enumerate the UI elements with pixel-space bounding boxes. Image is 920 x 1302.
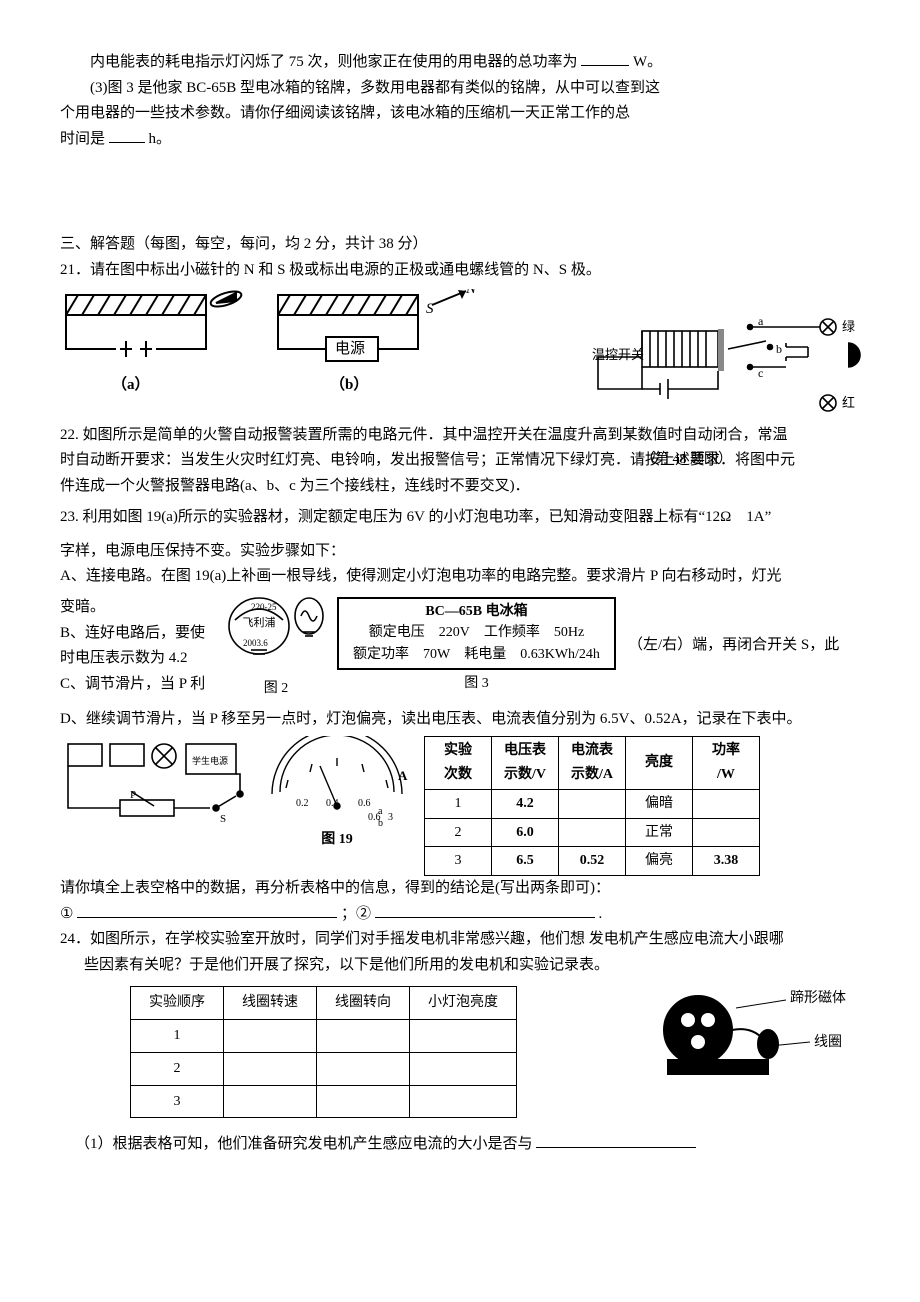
- table-q24: 实验顺序线圈转速线圈转向小灯泡亮度 1 2 3: [130, 986, 517, 1118]
- table-row: 36.5 0.52偏亮3.38: [425, 847, 760, 876]
- bulb-icon: 飞利浦 220-25 2003.6: [221, 592, 331, 666]
- svg-text:b: b: [378, 818, 383, 826]
- intro-line-3: 个用电器的一些技术参数。请你仔细阅读该铭牌，该电冰箱的压缩机一天正常工作的总: [60, 101, 860, 127]
- sn-s: S: [426, 301, 434, 317]
- svg-text:0.2: 0.2: [296, 798, 309, 809]
- q23-A2: 变暗。: [60, 595, 215, 621]
- nameplate-box: BC—65B 电冰箱 额定电压 220V 工作频率 50Hz 额定功率 70W …: [337, 597, 616, 670]
- intro-line-2: (3)图 3 是他家 BC-65B 型电冰箱的铭牌，多数用电器都有类似的铭牌，从…: [60, 76, 860, 102]
- svg-text:a: a: [378, 806, 383, 817]
- np-row2: 额定功率 70W 耗电量 0.63KWh/24h: [353, 644, 600, 666]
- intro-line4-post: h。: [149, 131, 172, 147]
- table-row: 实验顺序线圈转速线圈转向小灯泡亮度: [131, 987, 517, 1020]
- bulb-spec: 220-25: [251, 602, 277, 612]
- q22-overlay: （第 48 题图）: [641, 448, 732, 472]
- fig3-label: 图 3: [337, 672, 616, 696]
- q22-red: 红: [842, 395, 855, 410]
- q21-text: 21．请在图中标出小磁针的 N 和 S 极或标出电源的正极或通电螺线管的 N、S…: [60, 258, 860, 284]
- q22-wk: 温控开关: [592, 347, 644, 362]
- q23-C: C、调节滑片，当 P 利: [60, 672, 215, 698]
- fig19-label: 图 19: [262, 828, 412, 852]
- intro-line1-pre: 内电能表的耗电指示灯闪烁了 75 次，则他家正在使用的用电器的总功率为: [90, 54, 578, 70]
- fig-b-box-label: 电源: [335, 340, 365, 357]
- q23-c1-label: ①: [60, 906, 73, 922]
- svg-text:3: 3: [388, 812, 393, 823]
- np-r1b: 工作频率 50Hz: [484, 625, 584, 640]
- intro-line-4: 时间是 h。: [60, 127, 860, 153]
- fig2-label: 图 2: [221, 677, 331, 701]
- intro-line-1: 内电能表的耗电指示灯闪烁了 75 次，则他家正在使用的用电器的总功率为 W。: [60, 50, 860, 76]
- q23-blank2[interactable]: [375, 902, 595, 918]
- q23-B1: B、连好电路后，要使: [60, 621, 215, 647]
- q23-A1: A、连接电路。在图 19(a)上补画一根导线，使得测定小灯泡电功率的电路完整。要…: [60, 564, 860, 590]
- intro-line4-pre: 时间是: [60, 131, 105, 147]
- q23-c-end: .: [598, 906, 602, 922]
- nameplate-row: 变暗。 B、连好电路后，要使 时电压表示数为 4.2 C、调节滑片，当 P 利 …: [60, 592, 860, 701]
- q22-b: b: [776, 342, 782, 356]
- generator-icon: 蹄形磁体 线圈: [650, 986, 860, 1096]
- q23-right-text: （左/右）端，再闭合开关 S，此: [622, 633, 860, 659]
- fig-a-label: （a）: [112, 375, 150, 393]
- q23-D: D、继续调节滑片，当 P 移至另一点时，灯泡偏亮，读出电压表、电流表值分别为 6…: [60, 707, 860, 733]
- q24-blank[interactable]: [536, 1132, 696, 1148]
- sec3-heading: 三、解答题（每图，每空，每问，均 2 分，共计 38 分）: [60, 232, 860, 258]
- q24-row: 实验顺序线圈转速线圈转向小灯泡亮度 1 2 3 蹄形磁体 线圈: [60, 986, 860, 1118]
- q23-conclusions: ① ；② .: [60, 902, 860, 928]
- blank-power[interactable]: [581, 50, 629, 66]
- table-row: 1: [131, 1020, 517, 1053]
- q23-intro: 23. 利用如图 19(a)所示的实验器材，测定额定电压为 6V 的小灯泡电功率…: [60, 505, 860, 531]
- table-row: 2: [131, 1052, 517, 1085]
- q24-coil: 线圈: [814, 1034, 842, 1050]
- np-r2a: 额定功率 70W: [353, 647, 450, 662]
- q24-foot: （1）根据表格可知，他们准备研究发电机产生感应电流的大小是否与: [60, 1132, 860, 1158]
- gap: [60, 152, 860, 232]
- q22-wrap: a b c 绿 红 温控开关 22. 如图所示是简单的火警自动报警装置所需的电路…: [60, 423, 860, 500]
- svg-text:0.6: 0.6: [358, 798, 371, 809]
- fig-ab-svg: （a） 电源 （b） S N: [60, 289, 480, 399]
- q22-a: a: [758, 314, 764, 328]
- fig19b-wrap: 0.2 0.4 0.6 A 0.6 3 a b 图 19: [262, 736, 412, 851]
- bulb-brand: 飞利浦: [243, 616, 276, 629]
- svg-text:P: P: [130, 789, 136, 801]
- ammeter-icon: 0.2 0.4 0.6 A 0.6 3 a b: [262, 736, 412, 826]
- np-title: BC—65B 电冰箱: [353, 601, 600, 623]
- fig-b-label: （b）: [330, 375, 368, 393]
- table-row: 14.2 偏暗: [425, 789, 760, 818]
- bulb-year: 2003.6: [243, 638, 268, 648]
- q23-B2: （左/右）端，再闭合开关 S，此: [628, 633, 860, 659]
- q24-p2: 些因素有关呢？于是他们开展了探究，以下是他们所用的发电机和实验记录表。: [60, 953, 860, 979]
- q23-foot: 请你填全上表空格中的数据，再分析表格中的信息，得到的结论是(写出两条即可)：: [60, 876, 860, 902]
- np-r2b: 耗电量 0.63KWh/24h: [464, 647, 600, 662]
- np-row1: 额定电压 220V 工作频率 50Hz: [353, 622, 600, 644]
- q22-c: c: [758, 366, 763, 380]
- table-row: 实验次数 电压表示数/V 电流表示数/A 亮度 功率/W: [425, 737, 760, 790]
- q24-foot-pre: （1）根据表格可知，他们准备研究发电机产生感应电流的大小是否与: [75, 1136, 533, 1152]
- fig2-wrap: 飞利浦 220-25 2003.6 图 2: [221, 592, 331, 701]
- svg-text:S: S: [220, 813, 226, 825]
- fig3-wrap: BC—65B 电冰箱 额定电压 220V 工作频率 50Hz 额定功率 70W …: [337, 597, 616, 696]
- q23-intro2: 字样，电源电压保持不变。实验步骤如下：: [60, 539, 860, 565]
- blank-hours[interactable]: [109, 127, 145, 143]
- table-row: 3: [131, 1085, 517, 1118]
- q23-left-text: 变暗。 B、连好电路后，要使 时电压表示数为 4.2 C、调节滑片，当 P 利: [60, 595, 215, 697]
- q24-p1: 24．如图所示，在学校实验室开放时，同学们对手摇发电机非常感兴趣，他们想 发电机…: [60, 927, 860, 953]
- table-row: 26.0 正常: [425, 818, 760, 847]
- q23-Bline2: 时电压表示数为 4.2: [60, 646, 215, 672]
- table-q23: 实验次数 电压表示数/V 电流表示数/A 亮度 功率/W 14.2 偏暗 26.…: [424, 736, 760, 876]
- q24-horseshoe: 蹄形磁体: [790, 989, 846, 1006]
- q23-blank1[interactable]: [77, 902, 337, 918]
- q23-c2-label: ；②: [341, 906, 371, 922]
- q22-p2: 时自动断开要求：当发生火灾时红灯亮、电铃响，发出报警信号；正常情况下绿灯亮．请按…: [60, 448, 860, 474]
- q22-p3: 件连成一个火警报警器电路(a、b、c 为三个接线柱，连线时不要交叉)．: [60, 474, 860, 500]
- svg-text:学生电源: 学生电源: [192, 755, 228, 766]
- svg-text:A: A: [398, 768, 408, 783]
- q22-green: 绿: [842, 319, 855, 334]
- intro-line1-post: W。: [633, 54, 662, 70]
- q23-data-row: 学生电源 P S 0.2 0.4 0.6 A 0.6 3 a b 图 19: [60, 736, 860, 876]
- q22-diagram: a b c 绿 红 温控开关: [590, 313, 870, 433]
- circuit-19a-icon: 学生电源 P S: [60, 736, 250, 846]
- sn-n: N: [465, 289, 477, 297]
- np-r1a: 额定电压 220V: [369, 625, 470, 640]
- svg-text:0.4: 0.4: [326, 798, 339, 809]
